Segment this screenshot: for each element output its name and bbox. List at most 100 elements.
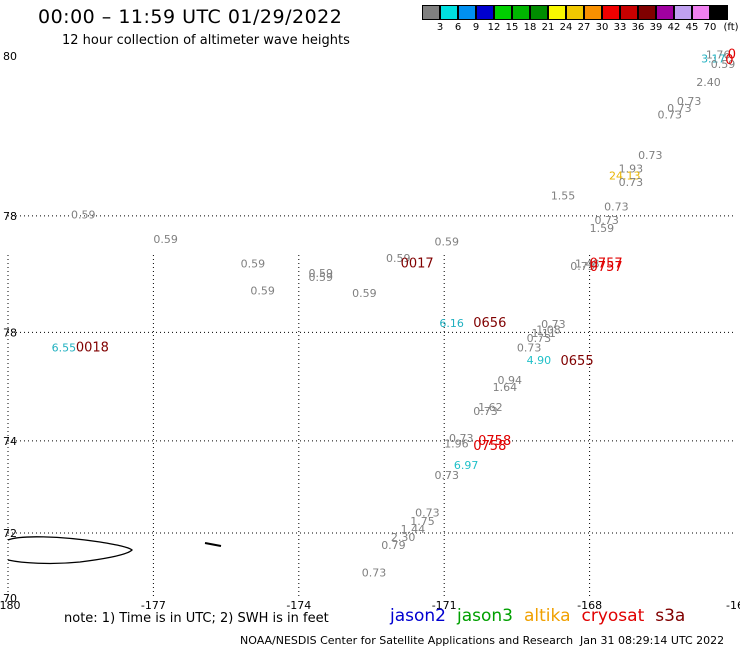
mission-legend-item: s3a <box>655 606 686 626</box>
wave-height-value: 1.48 <box>575 257 600 270</box>
wave-height-value: 0.94 <box>498 374 522 387</box>
wave-height-value: 24.13 <box>609 170 641 183</box>
wave-height-value: 0.59 <box>71 209 96 222</box>
wave-height-value: 0.59 <box>352 287 377 300</box>
wave-height-value: 1.75 <box>410 515 435 528</box>
scale-swatch <box>692 5 710 20</box>
scale-tick-label: 33 <box>613 22 627 33</box>
scale-swatch <box>656 5 674 20</box>
wrangel-island-coastline <box>7 536 133 565</box>
mission-legend-item: jason3 <box>457 606 513 626</box>
wave-height-value: 1.93 <box>619 163 644 176</box>
wave-height-value: 1.44 <box>401 523 426 536</box>
wave-height-value: 0.73 <box>570 260 595 273</box>
mission-legend-item: jason2 <box>390 606 446 626</box>
wave-height-value: 1.59 <box>590 222 615 235</box>
credit-line: NOAA/NESDIS Center for Satellite Applica… <box>240 634 574 647</box>
scale-tick-label: 36 <box>631 22 645 33</box>
scale-swatch <box>458 5 476 20</box>
wave-height-value: 0.73 <box>473 405 498 418</box>
wave-height-value: 0.73 <box>594 214 619 227</box>
scale-tick-label: 39 <box>649 22 663 33</box>
scale-swatch <box>566 5 584 20</box>
mission-legend: jason2 jason3 altika cryosat s3a <box>390 606 696 626</box>
wave-height-value: 0.59 <box>435 236 460 249</box>
wave-height-value: 0.59 <box>308 271 333 284</box>
scale-tick-label: 9 <box>472 22 480 33</box>
scale-swatch <box>530 5 548 20</box>
footer-note: note: 1) Time is in UTC; 2) SWH is in fe… <box>64 611 329 626</box>
wave-height-value: 0.73 <box>517 341 542 354</box>
longitude-tick-label: -171 <box>432 599 457 612</box>
longitude-tick-label: -168 <box>577 599 602 612</box>
mission-legend-item: altika <box>524 606 571 626</box>
pass-time-label: 0655 <box>561 354 594 369</box>
wave-height-value: 0.59 <box>250 284 274 297</box>
wave-height-value: 0.73 <box>657 108 682 121</box>
scale-tick-label: 6 <box>454 22 462 33</box>
map-subtitle: 12 hour collection of altimeter wave hei… <box>62 33 350 48</box>
latitude-tick-label: 80 <box>3 50 17 63</box>
scale-swatch <box>620 5 638 20</box>
scale-tick-label: 27 <box>577 22 591 33</box>
wave-height-value: 0.73 <box>449 432 474 445</box>
latitude-tick-label: 70 <box>3 592 17 605</box>
scale-tick-label: 70 <box>703 22 717 33</box>
wave-height-value: 0.59 <box>153 233 178 246</box>
wave-height-value: 1.08 <box>536 324 561 337</box>
pass-time-label: 0017 <box>401 256 434 271</box>
generation-timestamp: Jan 31 08:29:14 UTC 2022 <box>580 634 725 647</box>
longitude-tick-label: -16 <box>726 599 740 612</box>
wave-height-value: 3.17 <box>701 53 726 66</box>
longitude-tick-label: -177 <box>141 599 166 612</box>
wave-height-value: 1.96 <box>444 437 469 450</box>
map-title: 00:00 – 11:59 UTC 01/29/2022 <box>38 6 343 28</box>
scale-unit-label: (ft) <box>723 22 739 33</box>
longitude-tick-label: -174 <box>286 599 311 612</box>
wave-height-value: 0.73 <box>541 318 566 331</box>
scale-tick-label: 3 <box>436 22 444 33</box>
scale-tick-label: 15 <box>505 22 519 33</box>
wave-height-value: 0.59 <box>711 58 736 71</box>
wave-height-value: 0.73 <box>435 469 460 482</box>
scale-swatch <box>476 5 494 20</box>
pass-time-label: 0018 <box>76 340 109 355</box>
wave-height-value: 1.62 <box>478 401 503 414</box>
wave-height-value: 4.90 <box>527 354 552 367</box>
scale-tick-label: 42 <box>667 22 681 33</box>
wave-height-value: 0.73 <box>415 507 440 520</box>
scale-tick-label: 21 <box>541 22 555 33</box>
wave-height-value: 0.73 <box>619 176 644 189</box>
wave-height-value: 0.73 <box>604 200 629 213</box>
wave-height-value: 0.59 <box>241 257 266 270</box>
scale-swatch <box>512 5 530 20</box>
herald-island-coastline <box>204 542 222 547</box>
pass-time-label: 0758 <box>473 439 506 454</box>
wave-height-value: 6.16 <box>439 317 464 330</box>
wave-height-value: 2.30 <box>391 531 416 544</box>
wave-height-value: 2.40 <box>696 76 721 89</box>
scale-swatch <box>674 5 692 20</box>
wave-height-value: 1.11 <box>531 327 556 340</box>
wave-height-value: 1.55 <box>551 190 576 203</box>
wave-height-value: 1.76 <box>706 49 731 62</box>
pass-time-label: 0 <box>725 53 733 68</box>
scale-tick-label: 18 <box>523 22 537 33</box>
scale-swatch <box>584 5 602 20</box>
wave-height-value: 0.73 <box>362 566 387 579</box>
wave-height-value: 0.73 <box>527 332 552 345</box>
latitude-tick-label: 78 <box>3 210 17 223</box>
longitude-tick-label: -180 <box>0 599 20 612</box>
scale-swatch <box>440 5 458 20</box>
scale-swatch <box>422 5 440 20</box>
scale-swatch <box>494 5 512 20</box>
wave-height-value: 6.55 <box>52 341 76 354</box>
wave-height-value: 0.73 <box>677 95 702 108</box>
latitude-tick-label: 72 <box>3 527 17 540</box>
mission-legend-item: cryosat <box>581 606 645 626</box>
wave-height-value: 1.64 <box>493 381 517 394</box>
scale-tick-label: 12 <box>487 22 501 33</box>
wave-height-value: 6.97 <box>454 459 479 472</box>
scale-tick-label: 24 <box>559 22 573 33</box>
